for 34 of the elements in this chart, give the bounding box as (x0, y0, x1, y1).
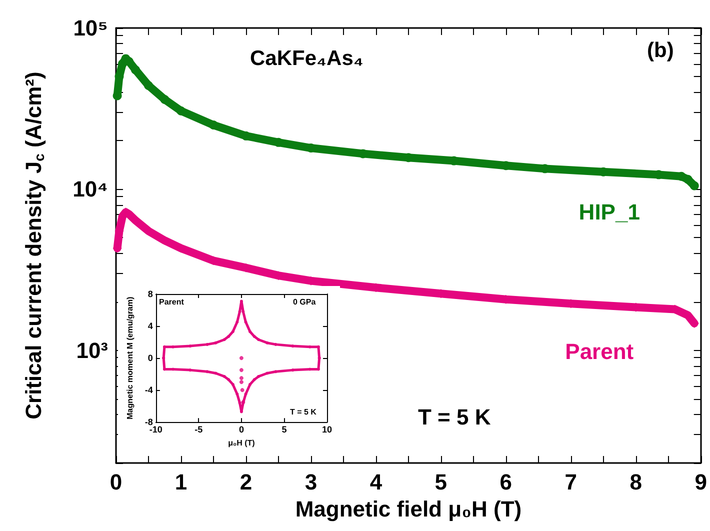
y-tick-label: 8 (148, 289, 153, 299)
x-tick-label: 6 (500, 470, 512, 494)
y-tick-label: -8 (144, 417, 153, 428)
x-tick-label: 4 (370, 470, 383, 494)
x-tick-label: 9 (694, 470, 708, 494)
annotation: T = 5 K (418, 404, 491, 430)
y-axis-title: Critical current density Jc (A/cm²) (21, 72, 47, 420)
x-tick-label: 1 (174, 470, 188, 494)
y-tick-label: 10³ (76, 338, 108, 363)
x-tick-label: 8 (630, 470, 642, 494)
x-tick-label: 0 (238, 424, 244, 435)
y-tick-label: 10⁵ (73, 16, 108, 40)
y-tick-label: 10⁴ (72, 176, 108, 202)
x-tick-label: 3 (304, 470, 318, 494)
annotation: T = 5 K (290, 408, 317, 416)
x-axis-title: Magnetic field μ₀H (T) (295, 496, 522, 522)
y-tick-label: 4 (148, 321, 153, 332)
x-tick-label: 5 (282, 424, 287, 435)
x-tick-label: 10 (322, 424, 332, 435)
x-tick-label: 2 (240, 470, 252, 494)
annotation: 0 GPa (293, 298, 316, 306)
series-label: HIP_1 (578, 199, 640, 224)
x-tick-label: -10 (149, 424, 162, 435)
y-tick-label: -4 (144, 385, 153, 396)
x-tick-label: 5 (434, 470, 448, 494)
series-label: Parent (565, 338, 634, 364)
y-tick-label: 0 (148, 353, 153, 364)
annotation: Parent (159, 298, 184, 306)
x-tick-label: -5 (194, 424, 203, 435)
x-tick-label: 7 (564, 470, 578, 494)
annotation: (b) (647, 39, 674, 62)
annotation: CaKFe₄As₄ (250, 47, 364, 70)
y-axis-title: Magnetic moment M (emu/gram) (126, 296, 134, 420)
x-axis-title: μ₀H (T) (228, 438, 256, 448)
